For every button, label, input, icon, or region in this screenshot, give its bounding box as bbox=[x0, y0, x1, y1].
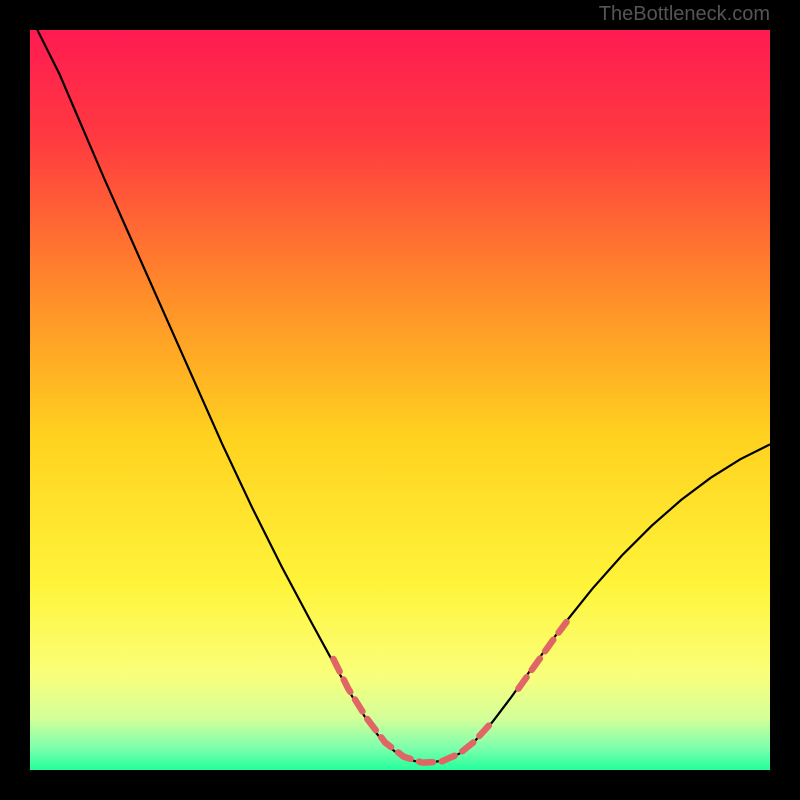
chart-svg bbox=[30, 30, 770, 770]
watermark-text: TheBottleneck.com bbox=[599, 3, 770, 26]
gradient-background bbox=[30, 30, 770, 770]
chart-container: TheBottleneck.com bbox=[0, 0, 800, 800]
plot-area bbox=[30, 30, 770, 770]
